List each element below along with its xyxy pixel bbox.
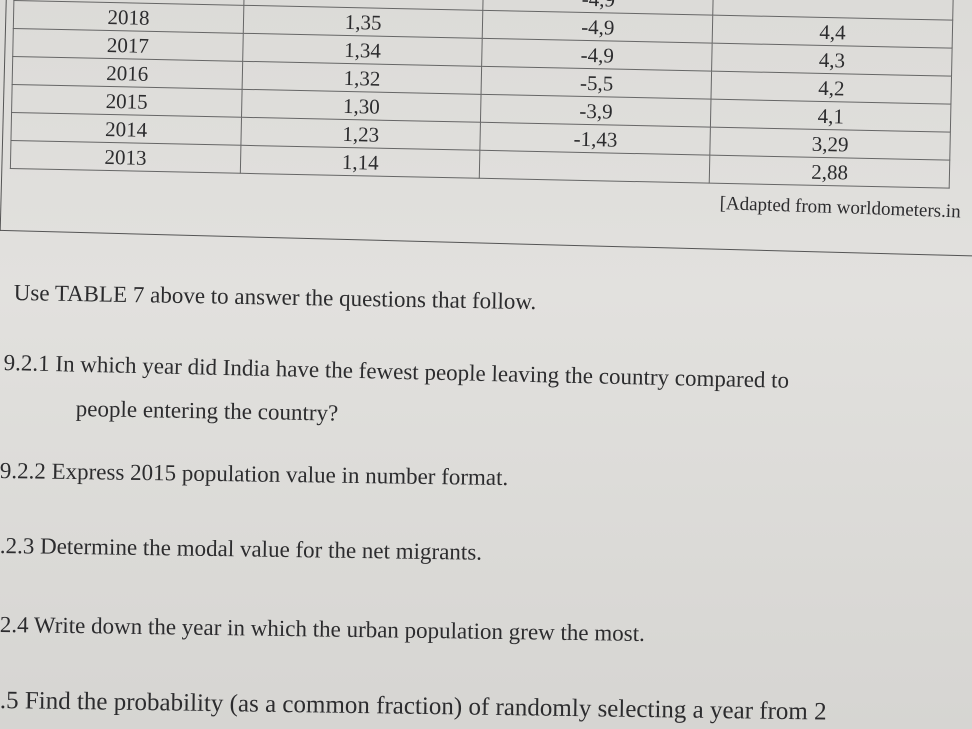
table-cell (479, 150, 711, 184)
question-9-2-1: 9.2.1 In which year did India have the f… (3, 350, 790, 393)
question-9-2-3: .2.3 Determine the modal value for the n… (0, 533, 483, 565)
table-cell: 2,88 (709, 155, 950, 189)
question-9-2-4: 2.4 Write down the year in which the urb… (0, 612, 645, 647)
question-9-2-5: .5 Find the probability (as a common fra… (0, 687, 827, 726)
table-7: 2019-4,920181,35-4,94,420171,34-4,94,320… (10, 0, 972, 190)
instructions: Use TABLE 7 above to answer the question… (13, 280, 537, 315)
question-9-2-1-cont: people entering the country? (75, 396, 339, 426)
question-9-2-2: 9.2.2 Express 2015 population value in n… (0, 458, 509, 491)
table-cell: 2013 (10, 140, 241, 174)
table-cell: 1,14 (240, 145, 481, 179)
